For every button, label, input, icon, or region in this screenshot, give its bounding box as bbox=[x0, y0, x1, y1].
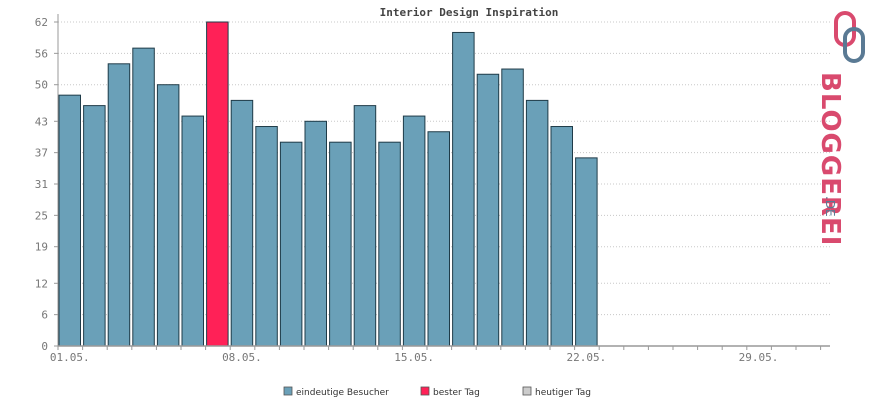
bar bbox=[83, 105, 106, 347]
bar bbox=[329, 141, 352, 347]
y-tick-label: 19 bbox=[35, 241, 48, 254]
bloggerei-logo: BLOGGEREI .DE bbox=[815, 11, 865, 246]
legend-label: bester Tag bbox=[433, 388, 480, 398]
legend: eindeutige Besucher bester Tag heutiger Ta… bbox=[283, 386, 591, 398]
bar bbox=[58, 94, 81, 347]
y-tick-label: 43 bbox=[35, 115, 48, 128]
bar bbox=[230, 99, 254, 347]
x-tick-label: 15.05. bbox=[394, 351, 434, 364]
x-axis-ticks: 01.05. 08.05. 15.05. 22.05. 29.05. bbox=[50, 351, 779, 364]
bar bbox=[107, 63, 131, 347]
chart-title: Interior Design Inspiration bbox=[380, 6, 559, 19]
y-tick-label: 6 bbox=[41, 309, 48, 322]
bar bbox=[279, 141, 303, 347]
y-tick-label: 50 bbox=[35, 79, 48, 92]
legend-label: heutiger Tag bbox=[535, 388, 591, 398]
x-tick-label: 01.05. bbox=[50, 351, 90, 364]
y-tick-label: 62 bbox=[35, 16, 48, 29]
bar bbox=[353, 105, 377, 347]
logo-text: BLOGGEREI bbox=[815, 72, 845, 246]
bar bbox=[575, 157, 598, 347]
x-tick-label: 22.05. bbox=[566, 351, 606, 364]
bar bbox=[452, 31, 475, 347]
y-tick-label: 0 bbox=[41, 340, 48, 353]
legend-label: eindeutige Besucher bbox=[296, 388, 389, 398]
logo-mark-icon bbox=[834, 11, 865, 63]
x-tick-label: 29.05. bbox=[739, 351, 779, 364]
bar bbox=[304, 120, 327, 347]
y-axis-ticks: 0 6 12 19 25 31 37 43 50 56 62 bbox=[35, 16, 58, 353]
y-tick-label: 12 bbox=[35, 277, 48, 290]
x-axis bbox=[57, 14, 830, 350]
y-tick-label: 31 bbox=[35, 178, 48, 191]
x-tick-label: 08.05. bbox=[222, 351, 262, 364]
bar bbox=[427, 131, 450, 347]
legend-swatch bbox=[420, 386, 430, 396]
bar bbox=[550, 126, 573, 347]
y-tick-label: 56 bbox=[35, 47, 48, 60]
bar bbox=[156, 84, 180, 347]
bar bbox=[255, 126, 278, 347]
bar bbox=[402, 115, 426, 347]
bar bbox=[181, 115, 204, 347]
y-tick-label: 37 bbox=[35, 147, 48, 160]
legend-swatch bbox=[283, 386, 293, 396]
bar-best-day bbox=[206, 21, 229, 347]
bar bbox=[525, 99, 549, 347]
bar bbox=[132, 47, 155, 347]
y-tick-label: 25 bbox=[35, 209, 48, 222]
bar bbox=[501, 68, 524, 347]
bar bbox=[378, 141, 401, 347]
bar bbox=[476, 73, 500, 347]
legend-swatch bbox=[522, 386, 532, 396]
logo-tld: .DE bbox=[823, 196, 837, 217]
